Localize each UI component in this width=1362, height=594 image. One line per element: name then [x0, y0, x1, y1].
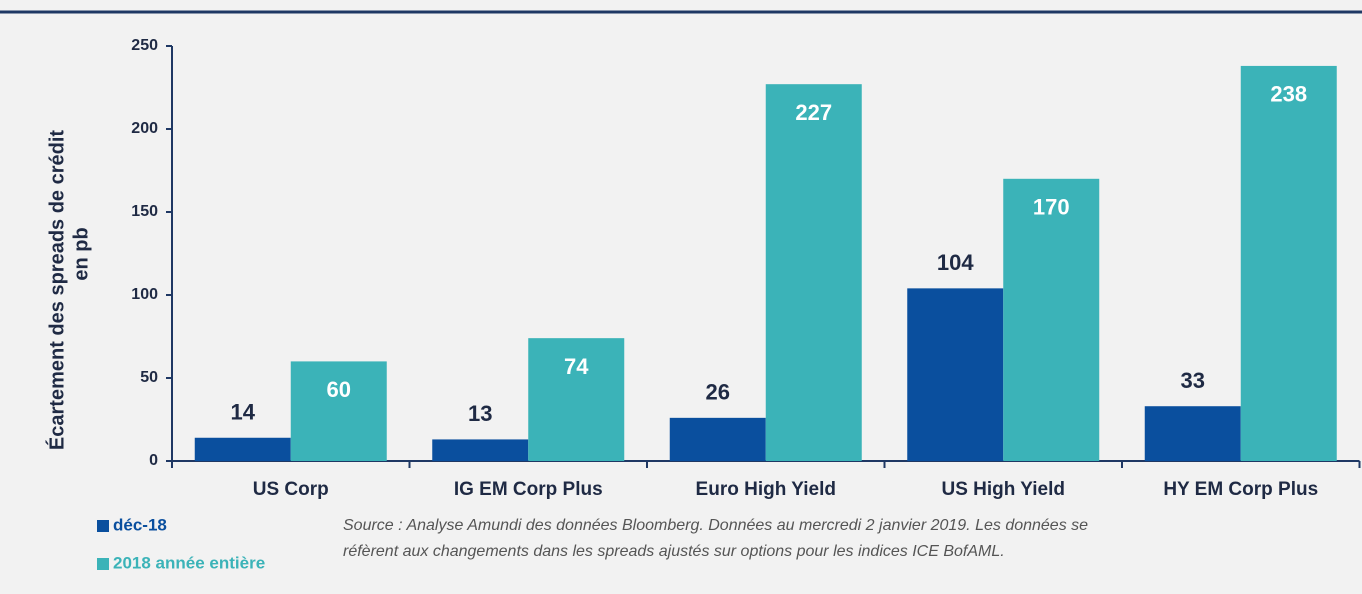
x-tick-label: IG EM Corp Plus: [454, 479, 603, 500]
x-tick-label: US Corp: [253, 479, 329, 500]
bar: [765, 84, 862, 462]
bar: [432, 439, 529, 461]
data-label: 60: [327, 377, 351, 402]
x-tick-label: HY EM Corp Plus: [1163, 479, 1318, 500]
legend-swatch: [97, 558, 109, 570]
data-label: 227: [795, 100, 832, 125]
legend-swatch: [97, 520, 109, 532]
y-tick-label: 250: [131, 37, 158, 54]
legend-label: déc-18: [113, 515, 167, 534]
x-tick-label: Euro High Yield: [696, 479, 836, 500]
bar: [528, 338, 625, 461]
bar: [1003, 178, 1100, 462]
bar: [1240, 65, 1337, 462]
y-axis-label: Écartement des spreads de crédit: [45, 130, 68, 450]
data-label: 26: [706, 380, 730, 405]
data-label: 170: [1033, 195, 1070, 220]
y-tick-label: 200: [131, 120, 158, 137]
data-label: 104: [937, 250, 974, 275]
data-label: 33: [1181, 368, 1205, 393]
source-note: réfèrent aux changements dans les spread…: [343, 543, 1005, 560]
bar: [669, 417, 766, 461]
y-tick-label: 150: [131, 203, 158, 220]
bar: [907, 288, 1004, 461]
bar: [290, 361, 387, 461]
data-label: 13: [468, 401, 492, 426]
data-label: 74: [564, 354, 589, 379]
bar: [1144, 406, 1241, 461]
data-label: 14: [231, 400, 256, 425]
y-tick-label: 0: [149, 452, 158, 469]
x-tick-label: US High Yield: [941, 479, 1065, 500]
source-note: Source : Analyse Amundi des données Bloo…: [343, 517, 1088, 534]
data-label: 238: [1270, 82, 1307, 107]
bar: [194, 437, 291, 461]
legend-label: 2018 année entière: [113, 553, 265, 572]
y-tick-label: 100: [131, 286, 158, 303]
y-axis-label: en pb: [70, 227, 92, 280]
y-tick-label: 50: [140, 369, 158, 386]
